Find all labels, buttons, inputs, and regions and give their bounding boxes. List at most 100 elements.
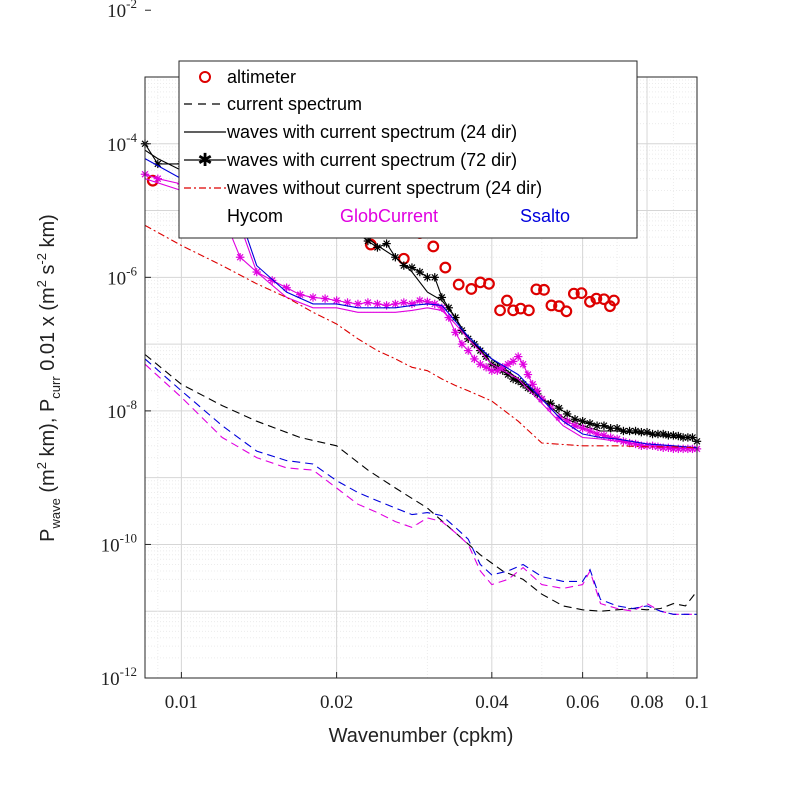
series-7-star-marker [481, 363, 491, 372]
star-stroke [632, 427, 639, 435]
legend-color-globcurrent: GlobCurrent [340, 206, 438, 226]
altimeter-point [465, 283, 478, 295]
star-stroke [236, 253, 244, 261]
legend-label-current-spectrum: current spectrum [227, 94, 362, 114]
star-stroke [374, 300, 381, 308]
star-stroke [586, 427, 594, 435]
star-stroke [664, 431, 672, 439]
star-stroke [354, 300, 362, 308]
series-7-star-marker [430, 299, 439, 309]
y-tick-exponent: -4 [126, 130, 137, 145]
series-5-star-marker [513, 376, 523, 386]
star-stroke [493, 367, 501, 375]
y-tick-exponent: -6 [126, 263, 137, 278]
series-7-star-marker [296, 290, 305, 299]
star-stroke [613, 424, 621, 432]
series-7-star-marker [153, 174, 162, 183]
series-5-star-marker [423, 273, 432, 282]
star-stroke [364, 299, 372, 306]
altimeter-point [452, 278, 465, 291]
series-5-star-marker [373, 243, 382, 252]
series-7-star-marker [578, 424, 587, 433]
series-7-star-marker [493, 366, 502, 375]
y-tick-label: 10-6 [107, 263, 137, 289]
y-tick-base: 10 [101, 535, 120, 556]
legend: altimeter current spectrum waves with cu… [178, 60, 638, 239]
altimeter-point [560, 305, 573, 318]
star-stroke [416, 297, 424, 304]
star-stroke [579, 424, 587, 432]
series-5-star-marker [391, 253, 400, 262]
star-stroke [514, 377, 522, 385]
y-tick-label: 10-4 [107, 130, 137, 156]
altimeter-point [522, 304, 535, 317]
series-7-star-marker [470, 354, 479, 364]
star-stroke [391, 253, 399, 261]
star-stroke [482, 363, 490, 371]
x-tick-label: 0.1 [685, 692, 709, 713]
star-stroke [563, 410, 571, 418]
star-stroke [689, 434, 696, 441]
star-stroke [391, 300, 399, 308]
legend-color-hycom: Hycom [227, 206, 283, 226]
star-stroke [476, 347, 484, 354]
series-7-star-marker [282, 283, 291, 292]
series-7-star-marker [267, 276, 277, 285]
legend-label-waves-72dir: waves with current spectrum (72 dir) [226, 150, 517, 170]
star-stroke [452, 328, 459, 336]
series-7-star-marker [518, 360, 528, 369]
y-tick-base: 10 [101, 669, 120, 690]
series-7-star-marker [343, 298, 352, 307]
y-label-p4: 0.01 x (m [37, 287, 59, 376]
y-label-sup1: 2 [34, 462, 49, 469]
star-stroke [400, 262, 408, 269]
series-7-star-marker [353, 299, 363, 309]
series-6-line [144, 178, 698, 450]
series-7-star-marker [415, 296, 425, 305]
y-label-p3: km), P [37, 399, 59, 462]
x-tick-label: 0.06 [566, 692, 599, 713]
star-stroke [364, 237, 372, 245]
series-7-star-marker [513, 352, 523, 361]
star-stroke [321, 295, 329, 303]
series-5-star-marker [470, 339, 479, 349]
y-label-sup2: 2 [34, 280, 49, 287]
series-5-star-marker [664, 431, 673, 440]
star-stroke [400, 299, 408, 306]
series-7-star-marker [585, 426, 595, 436]
y-label-p1: P [37, 529, 59, 542]
y-tick-base: 10 [107, 402, 126, 423]
series-7-star-marker [373, 299, 382, 309]
series-1-line [144, 354, 698, 612]
star-stroke [309, 294, 317, 301]
series-7-star-marker [407, 299, 417, 309]
series-7-star-marker [308, 293, 318, 302]
y-label-p5: s [37, 265, 59, 281]
y-tick-base: 10 [107, 135, 126, 156]
x-tick-label: 0.01 [165, 692, 198, 713]
star-stroke [649, 442, 656, 450]
y-label-s2: curr [48, 376, 63, 399]
star-stroke [514, 353, 522, 360]
series-7-star-marker [363, 298, 373, 307]
y-tick-exponent: -12 [120, 664, 137, 679]
star-stroke [649, 430, 656, 438]
legend-box [178, 60, 638, 239]
altimeter-point [567, 287, 580, 300]
star-stroke [654, 430, 662, 438]
series-7-star-marker [235, 253, 245, 262]
series-7-star-marker [476, 360, 485, 369]
star-stroke [579, 417, 587, 425]
legend-label-waves-no-current: waves without current spectrum (24 dir) [226, 178, 542, 198]
star-stroke [607, 434, 615, 441]
star-stroke [643, 428, 651, 436]
altimeter-point [530, 283, 543, 296]
legend-star-marker-icon: ✱ [197, 150, 212, 171]
series-7-star-marker [252, 267, 261, 277]
star-stroke [464, 347, 472, 354]
series-5-star-marker [430, 273, 439, 282]
x-tick-label: 0.02 [320, 692, 353, 713]
series-5-star-marker [382, 239, 391, 248]
x-tick-label: 0.08 [630, 692, 663, 713]
